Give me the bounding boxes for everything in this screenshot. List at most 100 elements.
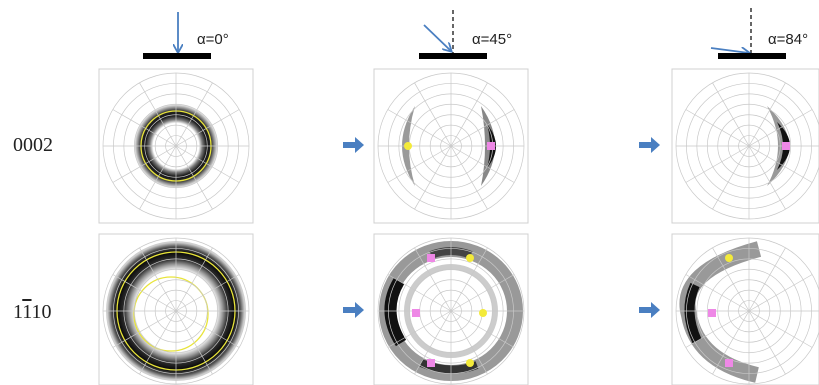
grid-spoke [139,145,177,210]
transition-arrow-icon [639,302,660,318]
column-header-0: α=0° [143,12,229,59]
polar-grid [675,72,819,220]
grid-spoke [450,274,515,312]
grid-spoke [748,145,786,210]
pole-figure-panel [671,68,819,224]
grid-spoke [139,247,177,312]
transition-arrow-icon [343,302,364,318]
column-header-1: α=45° [419,10,512,59]
intensity-core [384,277,407,347]
grid-spoke [387,145,452,183]
pole-figure-panel [98,233,254,385]
grid-spoke [748,310,786,375]
sample-plate [718,53,786,59]
transition-arrow-icon [639,137,660,153]
yellow-marker [479,309,487,317]
yellow-marker [466,254,474,262]
grid-spoke [387,274,452,312]
row-label-bar-digit: 1 [22,301,31,323]
pole-figure-panel [671,233,819,385]
grid-spoke [387,109,452,147]
pole-figure-content [102,237,250,385]
grid-spoke [450,247,488,312]
grid-spoke [175,109,240,147]
grid-spoke [712,82,750,147]
intensity-core [684,282,702,344]
angle-label: α=45° [472,31,512,48]
pink-marker [708,309,716,317]
row-label-0002: 0002 [13,134,53,156]
pink-marker [782,142,790,150]
pink-marker [725,359,733,367]
pole-figure-panel [98,68,254,224]
grid-spoke [748,82,786,147]
yellow-marker [404,142,412,150]
grid-spoke [175,274,240,312]
grid-spoke [112,109,177,147]
yellow-marker [466,359,474,367]
pink-marker [427,359,435,367]
grid-spoke [450,109,515,147]
grid-spoke [139,82,177,147]
grid-spoke [450,310,515,348]
yellow-marker [725,254,733,262]
grid-spoke [112,274,177,312]
pink-marker [487,142,495,150]
polar-grid [377,237,525,385]
pink-marker [412,309,420,317]
grid-spoke [450,310,488,375]
grid-spoke [685,274,750,312]
row-label-10-10: 1110 [13,301,52,323]
row-label-part: 1 [32,301,42,323]
sample-plate [143,53,211,59]
grid-spoke [387,310,452,348]
grid-spoke [175,247,213,312]
polar-grid [675,237,819,385]
pole-figure-panel [373,68,529,224]
pole-figure-content [102,72,250,220]
grid-spoke [414,247,452,312]
grid-spoke [685,109,750,147]
grid-spoke [414,145,452,210]
row-label-part: 1 [13,301,22,323]
grid-spoke [450,82,488,147]
grid-spoke [175,145,213,210]
pole-figure-content [377,72,525,220]
reference-ring [133,276,209,352]
grid-spoke [175,82,213,147]
grid-spoke [748,274,813,312]
grid-spoke [748,310,813,348]
column-header-2: α=84° [710,8,808,59]
pole-figure-content [675,237,819,385]
polar-grid [102,72,250,220]
grid-spoke [112,310,177,348]
intensity-core [419,359,479,374]
grid-spoke [450,145,488,210]
grid-spoke [414,82,452,147]
pole-figure-content [675,72,819,220]
polar-grid [102,237,250,385]
row-label-tail: 0 [42,301,52,323]
grid-spoke [712,247,750,312]
grid-spoke [175,145,240,183]
grid-spoke [139,310,177,375]
pole-figure-panel [373,233,529,385]
grid-spoke [748,247,786,312]
grid-spoke [685,310,750,348]
grid-spoke [712,310,750,375]
angle-label: α=0° [197,31,229,48]
grid-spoke [175,310,213,375]
transition-arrow-icon [343,137,364,153]
grid-spoke [685,145,750,183]
grid-spoke [748,145,813,183]
grid-spoke [414,310,452,375]
angle-label: α=84° [768,31,808,48]
grid-spoke [712,145,750,210]
pink-marker [427,254,435,262]
incident-beam-arrow-icon [710,48,749,53]
grid-spoke [112,145,177,183]
grid-spoke [175,310,240,348]
incident-beam-arrow-icon [423,24,451,51]
sample-plate [419,53,487,59]
